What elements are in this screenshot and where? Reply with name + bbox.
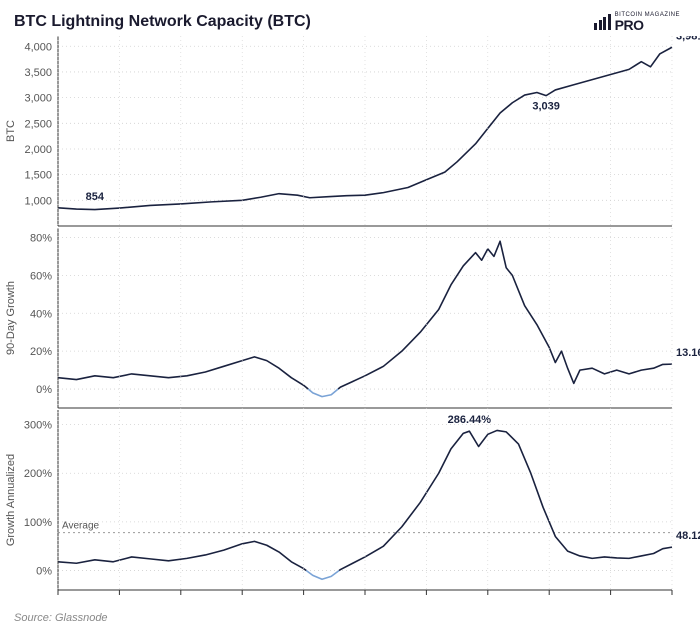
svg-text:3,981: 3,981 <box>676 36 700 42</box>
svg-text:1,000: 1,000 <box>24 195 52 207</box>
svg-text:20%: 20% <box>30 346 52 358</box>
chart-title: BTC Lightning Network Capacity (BTC) <box>14 13 311 31</box>
svg-text:854: 854 <box>86 191 105 203</box>
svg-text:3,039: 3,039 <box>532 101 560 113</box>
svg-text:80%: 80% <box>30 232 52 244</box>
svg-text:40%: 40% <box>30 308 52 320</box>
svg-text:3,000: 3,000 <box>24 93 52 105</box>
svg-text:300%: 300% <box>24 420 52 432</box>
svg-text:0%: 0% <box>36 384 52 396</box>
svg-text:60%: 60% <box>30 270 52 282</box>
svg-text:286.44%: 286.44% <box>448 414 492 426</box>
svg-text:90-Day Growth: 90-Day Growth <box>5 281 17 355</box>
brand-logo: BITCOIN MAGAZINE PRO <box>594 12 680 32</box>
logo-bars-icon <box>594 14 611 30</box>
svg-text:13.16%: 13.16% <box>676 347 700 359</box>
svg-text:2,000: 2,000 <box>24 144 52 156</box>
svg-text:Average: Average <box>62 521 100 532</box>
svg-text:48.12%: 48.12% <box>676 530 700 542</box>
svg-text:0%: 0% <box>36 566 52 578</box>
svg-text:Growth Annualized: Growth Annualized <box>5 454 17 546</box>
svg-text:1,500: 1,500 <box>24 170 52 182</box>
svg-text:4,000: 4,000 <box>24 41 52 53</box>
svg-text:BTC: BTC <box>5 120 17 142</box>
logo-main: PRO <box>615 18 680 32</box>
svg-text:200%: 200% <box>24 468 52 480</box>
svg-text:100%: 100% <box>24 517 52 529</box>
svg-text:2,500: 2,500 <box>24 118 52 130</box>
chart-canvas: 1,000 1,500 2,000 2,500 3,000 3,500 4,000 854 3,… <box>0 36 700 596</box>
source-attribution: Source: Glassnode <box>14 612 108 624</box>
svg-text:3,500: 3,500 <box>24 67 52 79</box>
